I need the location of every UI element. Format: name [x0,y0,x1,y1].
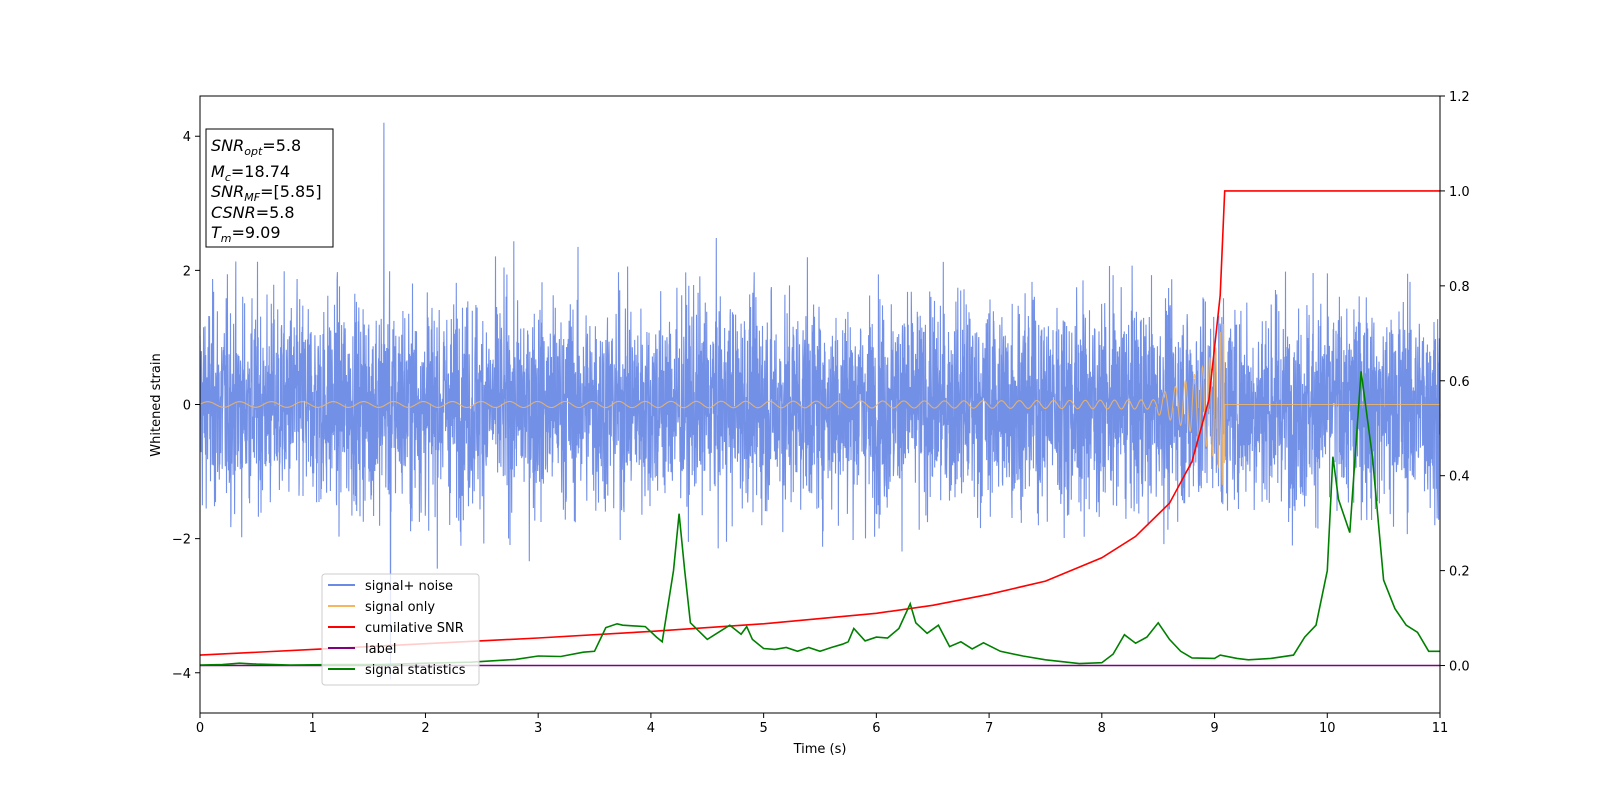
y-right-tick-label: 1.0 [1449,185,1470,200]
x-tick-label: 8 [1098,721,1106,736]
legend-label: label [365,642,396,657]
x-tick-label: 9 [1210,721,1218,736]
x-tick-label: 7 [985,721,993,736]
y-left-tick-label: 2 [183,264,191,279]
series-signal-only-line [199,323,1440,485]
x-tick-label: 10 [1319,721,1336,736]
annotation-chirp-mass: Mc=18.74 [211,162,290,184]
annotation-csnr: CSNR=5.8 [211,203,295,222]
series-signal-statistics-line [199,371,1440,666]
y-right-tick-label: 0.4 [1449,470,1470,485]
series-signal-plus-noise-line [199,122,1441,680]
x-tick-label: 0 [196,721,204,736]
y-left-tick-label: 4 [183,130,191,145]
axis-ticks: 0 1 2 3 4 5 6 7 8 9 10 11 −4 −2 0 2 4 0.0 0.2 0.4 0.6 0.8 1.0 1… [172,90,1470,736]
legend-label: signal only [365,600,435,615]
annotation-snr-opt: SNRopt=5.8 [211,136,301,158]
legend-label: cumilative SNR [365,621,464,636]
y-right-tick-label: 0.6 [1449,375,1470,390]
legend-frame [321,573,480,686]
y-left-tick-label: −4 [172,667,191,682]
x-tick-label: 11 [1432,721,1449,736]
legend-label: signal+ noise [365,579,453,594]
y-right-tick-label: 0.2 [1449,565,1470,580]
series-cumulative-snr-line [199,190,1440,656]
annotation-frame [205,128,334,248]
legend: signal+ noise signal only cumilative SNR la… [321,573,480,686]
x-tick-label: 6 [872,721,880,736]
y-right-tick-label: 0.0 [1449,660,1470,675]
y-left-tick-label: −2 [172,533,191,548]
y-axis-label-left: Whitened strain [149,353,164,456]
y-right-tick-label: 0.8 [1449,280,1470,295]
y-right-tick-label: 1.2 [1449,90,1470,105]
annotation-snr-mf: SNRMF=[5.85] [211,182,322,204]
x-tick-label: 3 [534,721,542,736]
stats-annotation-box: SNRopt=5.8 Mc=18.74 SNRMF=[5.85] CSNR=5.… [205,128,334,248]
y-left-tick-label: 0 [183,399,191,414]
annotation-merger-time: Tm=9.09 [211,223,281,245]
x-tick-label: 5 [759,721,767,736]
x-tick-label: 1 [309,721,317,736]
x-axis-label: Time (s) [793,742,847,757]
x-tick-label: 4 [647,721,655,736]
x-tick-label: 2 [421,721,429,736]
legend-label: signal statistics [365,663,466,678]
